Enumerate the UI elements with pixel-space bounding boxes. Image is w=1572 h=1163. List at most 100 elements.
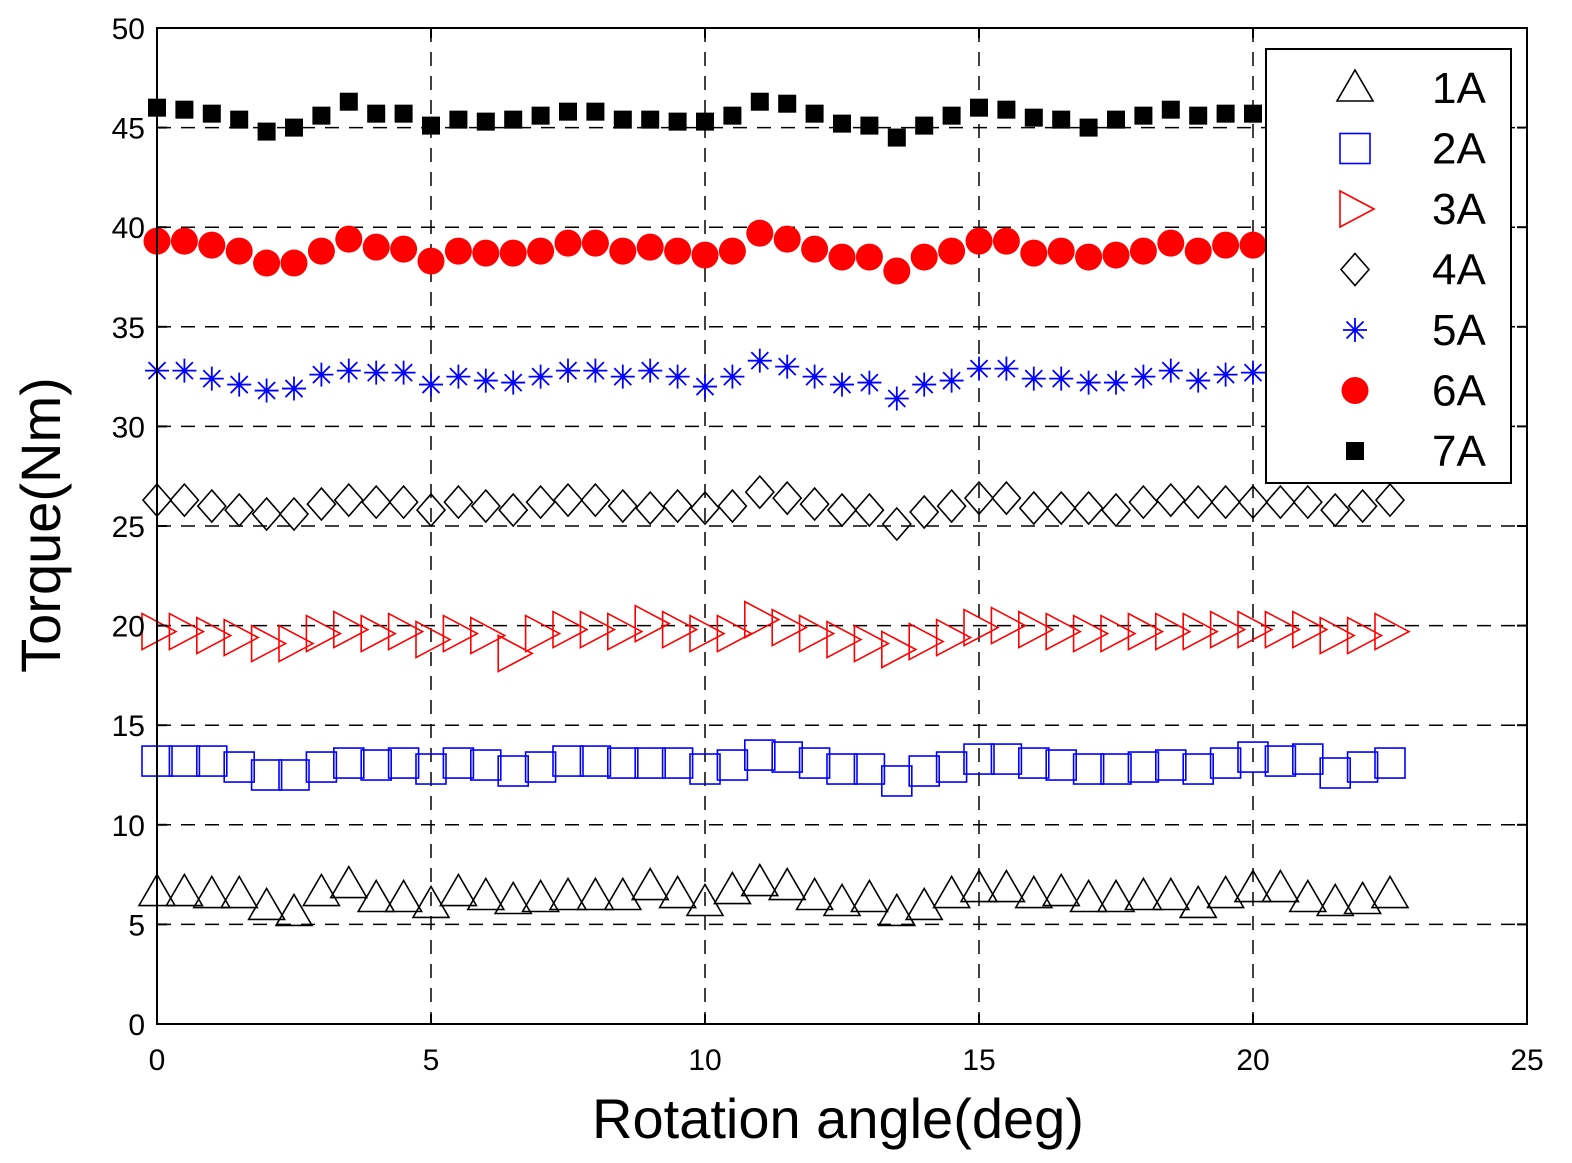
y-tick-label: 10 (112, 810, 145, 843)
data-point (883, 257, 911, 285)
data-point (442, 747, 475, 779)
data-point (1292, 743, 1324, 775)
data-point (552, 745, 584, 777)
data-point (801, 235, 829, 263)
data-point (743, 600, 781, 639)
data-point (664, 237, 692, 265)
data-point (524, 614, 562, 653)
data-point (579, 745, 612, 777)
data-point (367, 104, 386, 123)
legend-item: 2A (1339, 125, 1486, 174)
data-point (630, 866, 670, 901)
data-point (880, 765, 913, 797)
y-tick-label: 25 (112, 511, 145, 544)
data-point (887, 128, 906, 147)
data-point (772, 480, 803, 516)
data-point (1374, 612, 1411, 651)
data-point (857, 370, 882, 395)
x-tick-label: 25 (1510, 1044, 1543, 1077)
data-point (1100, 492, 1132, 528)
data-point (1346, 616, 1384, 655)
data-point (1021, 366, 1046, 391)
y-tick-label: 40 (112, 212, 145, 245)
data-point (1072, 753, 1105, 785)
y-axis-title: Torque(Nm) (9, 377, 72, 673)
data-point (881, 506, 912, 542)
data-point (223, 751, 255, 783)
data-point (822, 882, 862, 917)
data-point (771, 741, 804, 773)
data-point (1213, 362, 1238, 387)
data-point (1151, 876, 1191, 911)
data-point (967, 356, 991, 381)
data-point (668, 112, 687, 131)
data-point (1073, 490, 1104, 526)
data-point (1288, 878, 1328, 913)
data-point (606, 612, 644, 651)
data-point (1069, 878, 1108, 913)
data-point (853, 624, 891, 663)
axis-ticks: 0 5 10 15 20 25 0 5 10 15 20 25 30 35 40 45 50 (112, 13, 1544, 1077)
data-point (932, 874, 971, 909)
data-point (716, 749, 749, 781)
data-point (415, 620, 452, 659)
data-point (278, 624, 315, 663)
data-point (1264, 745, 1297, 777)
data-point (987, 868, 1026, 903)
data-point (282, 376, 306, 401)
data-point (880, 630, 918, 669)
data-point (991, 480, 1022, 516)
data-point (336, 358, 361, 383)
data-point (1049, 366, 1074, 391)
legend-label: 1A (1432, 64, 1486, 113)
data-point (168, 745, 201, 777)
data-point (830, 372, 854, 397)
data-point (826, 620, 863, 659)
data-point (391, 360, 416, 385)
data-point (225, 237, 253, 265)
data-point (740, 862, 780, 897)
data-point (853, 753, 886, 785)
data-point (1182, 612, 1219, 651)
x-tick-label: 20 (1236, 1044, 1269, 1077)
y-tick-label: 50 (112, 13, 145, 46)
data-point (498, 492, 529, 528)
data-point (713, 870, 752, 905)
data-point (693, 374, 717, 399)
data-point (696, 112, 714, 131)
data-point (1210, 484, 1241, 520)
data-point (1155, 749, 1187, 781)
data-point (798, 614, 836, 653)
data-point (773, 225, 801, 253)
legend-label: 7A (1432, 427, 1486, 476)
data-point (302, 872, 341, 907)
data-point (775, 354, 800, 379)
data-point (250, 624, 288, 663)
data-point (636, 233, 664, 261)
legend-marker (1343, 318, 1367, 342)
data-point (469, 749, 502, 781)
y-tick-label: 45 (112, 113, 145, 146)
data-point (795, 876, 834, 911)
legend-item: 3A (1339, 185, 1486, 234)
data-point (387, 747, 420, 779)
data-point (335, 225, 363, 253)
data-point (658, 874, 697, 909)
data-point (192, 874, 232, 909)
data-point (689, 490, 721, 526)
data-point (610, 364, 635, 389)
legend-label: 5A (1432, 306, 1486, 355)
data-point (586, 102, 605, 121)
series-2A (141, 739, 1406, 797)
data-point (609, 237, 637, 265)
data-point (1041, 872, 1081, 907)
data-point (172, 358, 197, 383)
data-point (419, 372, 443, 397)
data-point (202, 104, 221, 123)
data-point (1244, 104, 1262, 123)
data-point (332, 610, 370, 649)
data-point (799, 486, 830, 522)
data-point (855, 243, 883, 271)
data-point (665, 364, 690, 389)
data-point (250, 759, 283, 791)
